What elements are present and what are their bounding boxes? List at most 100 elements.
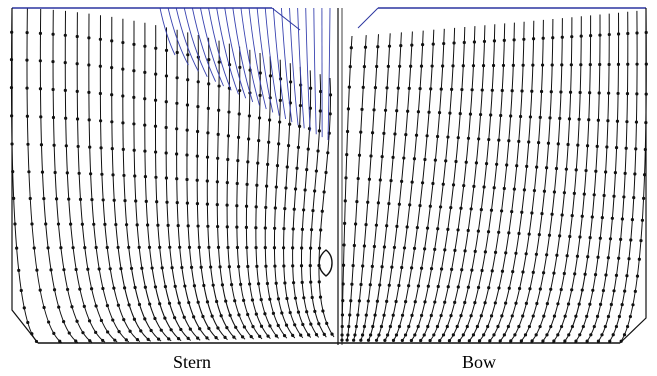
stern-station-line xyxy=(165,27,201,341)
offset-point xyxy=(479,112,483,117)
offset-point xyxy=(238,88,242,93)
offset-point xyxy=(53,170,57,175)
offset-point xyxy=(164,100,168,104)
transom-line xyxy=(240,7,260,106)
offset-point xyxy=(256,282,261,286)
offset-point xyxy=(538,324,542,329)
offset-point xyxy=(318,89,323,94)
offset-point xyxy=(90,198,94,202)
offset-point xyxy=(206,106,210,110)
offset-point xyxy=(491,63,496,68)
offset-point xyxy=(119,267,123,271)
offset-point xyxy=(609,302,613,307)
offset-point xyxy=(156,337,161,341)
offset-point xyxy=(216,224,220,229)
stern-station-line xyxy=(64,10,106,343)
offset-point xyxy=(458,112,462,116)
offset-point xyxy=(258,93,262,97)
offset-point xyxy=(405,225,409,229)
offset-point xyxy=(101,338,105,343)
offset-point xyxy=(173,316,177,320)
offset-point xyxy=(176,224,180,228)
offset-point xyxy=(410,313,414,317)
offset-point xyxy=(635,62,639,66)
offset-point xyxy=(628,314,633,319)
offset-point xyxy=(362,64,366,69)
offset-point xyxy=(26,142,30,146)
offset-point xyxy=(505,163,509,167)
offset-point xyxy=(352,338,356,342)
offset-point xyxy=(586,255,590,259)
offset-point xyxy=(598,62,602,67)
offset-point xyxy=(514,301,518,305)
offset-point xyxy=(391,338,396,342)
offset-point xyxy=(454,159,458,164)
stern-label: Stern xyxy=(173,352,211,372)
offset-point xyxy=(518,114,523,119)
offset-point xyxy=(265,281,270,286)
offset-point xyxy=(291,281,296,285)
offset-point xyxy=(273,226,277,230)
offset-point xyxy=(268,74,273,78)
offset-point xyxy=(28,196,32,201)
offset-point xyxy=(164,176,168,180)
offset-point xyxy=(345,152,349,157)
offset-point xyxy=(326,151,330,155)
propeller-aperture xyxy=(318,249,333,277)
offset-point xyxy=(328,93,333,97)
offset-point xyxy=(430,64,434,68)
offset-point xyxy=(359,282,363,287)
offset-point xyxy=(488,339,492,343)
offset-point xyxy=(548,116,552,120)
offset-point xyxy=(614,324,619,329)
offset-point xyxy=(419,64,424,68)
stern-station-line xyxy=(186,32,219,341)
offset-point xyxy=(623,289,627,293)
offset-point xyxy=(26,320,30,325)
offset-point xyxy=(413,300,417,304)
transom-line xyxy=(232,7,254,103)
offset-point xyxy=(559,324,564,329)
offset-point xyxy=(382,245,386,249)
offset-point xyxy=(486,230,491,234)
offset-point xyxy=(446,227,450,231)
offset-point xyxy=(378,178,382,182)
offset-point xyxy=(51,32,55,36)
offset-point xyxy=(146,223,150,227)
offset-point xyxy=(369,333,373,337)
offset-point xyxy=(578,235,582,239)
offset-point xyxy=(616,32,621,36)
offset-point xyxy=(580,214,584,218)
offset-point xyxy=(433,300,437,304)
offset-point xyxy=(39,115,43,119)
offset-point xyxy=(428,204,432,208)
offset-point xyxy=(490,269,494,273)
offset-point xyxy=(545,302,549,306)
offset-point xyxy=(295,166,299,170)
offset-point xyxy=(291,246,295,250)
offset-point xyxy=(385,86,389,90)
offset-point xyxy=(451,183,456,187)
offset-point xyxy=(197,245,201,249)
offset-point xyxy=(512,38,516,42)
offset-point xyxy=(471,64,476,68)
offset-point xyxy=(448,111,452,115)
offset-point xyxy=(116,303,120,307)
offset-point xyxy=(196,300,200,304)
offset-point xyxy=(504,301,508,305)
offset-point xyxy=(114,222,118,227)
offset-point xyxy=(482,39,487,44)
offset-point xyxy=(372,244,376,249)
offset-point xyxy=(196,80,200,84)
offset-point xyxy=(438,338,442,343)
offset-point xyxy=(217,84,221,88)
offset-point xyxy=(285,165,289,169)
offset-point xyxy=(349,299,353,303)
offset-point xyxy=(611,333,615,337)
offset-point xyxy=(209,265,213,269)
offset-point xyxy=(280,311,284,315)
stern-station-line xyxy=(99,15,141,343)
offset-point xyxy=(528,287,532,291)
offset-point xyxy=(429,87,433,91)
offset-point xyxy=(457,339,461,343)
